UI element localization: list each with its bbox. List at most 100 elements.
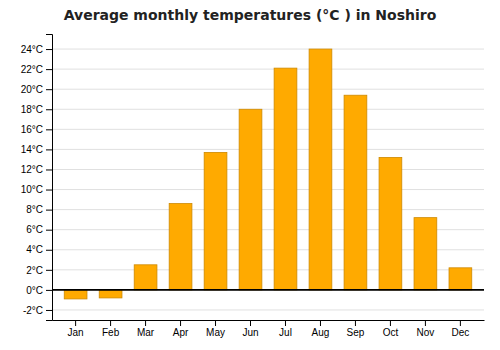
grid-line: [52, 129, 484, 130]
y-tick-mark: [46, 250, 52, 251]
bar: [449, 268, 472, 290]
x-tick: Oct: [383, 320, 399, 338]
y-tick-label: 18°C: [21, 104, 43, 115]
x-tick-label: Feb: [102, 327, 120, 338]
y-tick-mark: [46, 69, 52, 70]
y-tick-label: 16°C: [21, 124, 43, 135]
y-axis-line: [46, 35, 53, 321]
x-tick-label: Mar: [137, 327, 155, 338]
y-tick-label: 10°C: [21, 184, 43, 195]
x-tick-mark: [390, 320, 391, 326]
grid-line: [52, 169, 484, 170]
x-tick: Sep: [347, 320, 365, 338]
x-tick-mark: [425, 320, 426, 326]
bar: [274, 68, 297, 290]
x-tick: Jan: [68, 320, 84, 338]
x-tick-mark: [145, 320, 146, 326]
bar: [99, 290, 122, 298]
zero-line: [52, 289, 484, 291]
grid-line: [52, 209, 484, 210]
y-tick: 20°C: [21, 84, 52, 95]
y-tick-mark: [46, 89, 52, 90]
x-tick: Dec: [451, 320, 469, 338]
y-tick-label: 20°C: [21, 84, 43, 95]
x-tick-mark: [460, 320, 461, 326]
x-tick: Nov: [417, 320, 435, 338]
y-tick-mark: [46, 169, 52, 170]
bar: [64, 290, 87, 299]
bars: [52, 49, 484, 299]
y-tick: 24°C: [21, 44, 52, 55]
x-tick: May: [206, 320, 225, 338]
y-tick-mark: [46, 190, 52, 191]
x-tick-mark: [75, 320, 76, 326]
x-tick: Feb: [102, 320, 120, 338]
x-tick-mark: [355, 320, 356, 326]
y-tick-mark: [46, 310, 52, 311]
x-tick: Jul: [279, 320, 292, 338]
grid-line: [52, 69, 484, 70]
grid: [52, 49, 484, 310]
x-tick-label: Jul: [279, 327, 292, 338]
grid-line: [52, 49, 484, 50]
y-tick: 14°C: [21, 144, 52, 155]
x-tick-mark: [320, 320, 321, 326]
grid-line: [52, 109, 484, 110]
y-tick-mark: [46, 49, 52, 50]
y-tick: 6°C: [26, 224, 52, 235]
y-tick: 10°C: [21, 184, 52, 195]
y-tick-label: 6°C: [26, 224, 43, 235]
y-tick: 12°C: [21, 164, 52, 175]
x-tick-mark: [110, 320, 111, 326]
x-tick-mark: [180, 320, 181, 326]
bar: [134, 265, 157, 290]
x-tick-label: Nov: [417, 327, 435, 338]
x-tick-label: Oct: [383, 327, 399, 338]
bar: [379, 157, 402, 289]
y-tick: 22°C: [21, 64, 52, 75]
bar: [309, 49, 332, 290]
plot: -2°C0°C2°C4°C6°C8°C10°C12°C14°C16°C18°C2…: [21, 35, 485, 339]
bar: [204, 152, 227, 289]
y-tick-label: 0°C: [26, 285, 43, 296]
grid-line: [52, 189, 484, 190]
x-tick-label: Sep: [347, 327, 365, 338]
y-tick: -2°C: [23, 305, 52, 316]
y-tick: 2°C: [26, 265, 52, 276]
grid-line: [52, 89, 484, 90]
bar: [169, 204, 192, 290]
bar: [344, 95, 367, 290]
x-tick-label: Dec: [451, 327, 469, 338]
y-tick-label: 12°C: [21, 164, 43, 175]
y-tick-mark: [46, 210, 52, 211]
y-tick-label: 4°C: [26, 244, 43, 255]
y-tick-mark: [46, 149, 52, 150]
chart: -2°C0°C2°C4°C6°C8°C10°C12°C14°C16°C18°C2…: [0, 0, 500, 350]
x-tick-label: Apr: [173, 327, 189, 338]
grid-line: [52, 289, 484, 290]
y-tick-label: 2°C: [26, 265, 43, 276]
x-tick-mark: [215, 320, 216, 326]
y-tick-label: -2°C: [23, 305, 43, 316]
x-axis: JanFebMarAprMayJunJulAugSepOctNovDec: [53, 320, 485, 338]
x-tick-label: Aug: [312, 327, 330, 338]
x-tick: Mar: [137, 320, 155, 338]
y-tick-label: 14°C: [21, 144, 43, 155]
x-tick-label: Jan: [68, 327, 84, 338]
bar: [414, 218, 437, 290]
x-tick-mark: [285, 320, 286, 326]
y-tick-mark: [46, 270, 52, 271]
y-tick-label: 22°C: [21, 64, 43, 75]
y-tick: 0°C: [26, 285, 52, 296]
y-tick-mark: [46, 129, 52, 130]
x-tick: Aug: [312, 320, 330, 338]
y-tick-mark: [46, 109, 52, 110]
x-axis-line: [53, 320, 485, 321]
grid-line: [52, 309, 484, 310]
y-axis: -2°C0°C2°C4°C6°C8°C10°C12°C14°C16°C18°C2…: [21, 35, 53, 321]
y-tick: 18°C: [21, 104, 52, 115]
x-tick-mark: [250, 320, 251, 326]
y-tick-mark: [46, 290, 52, 291]
bar: [239, 109, 262, 290]
grid-line: [52, 149, 484, 150]
